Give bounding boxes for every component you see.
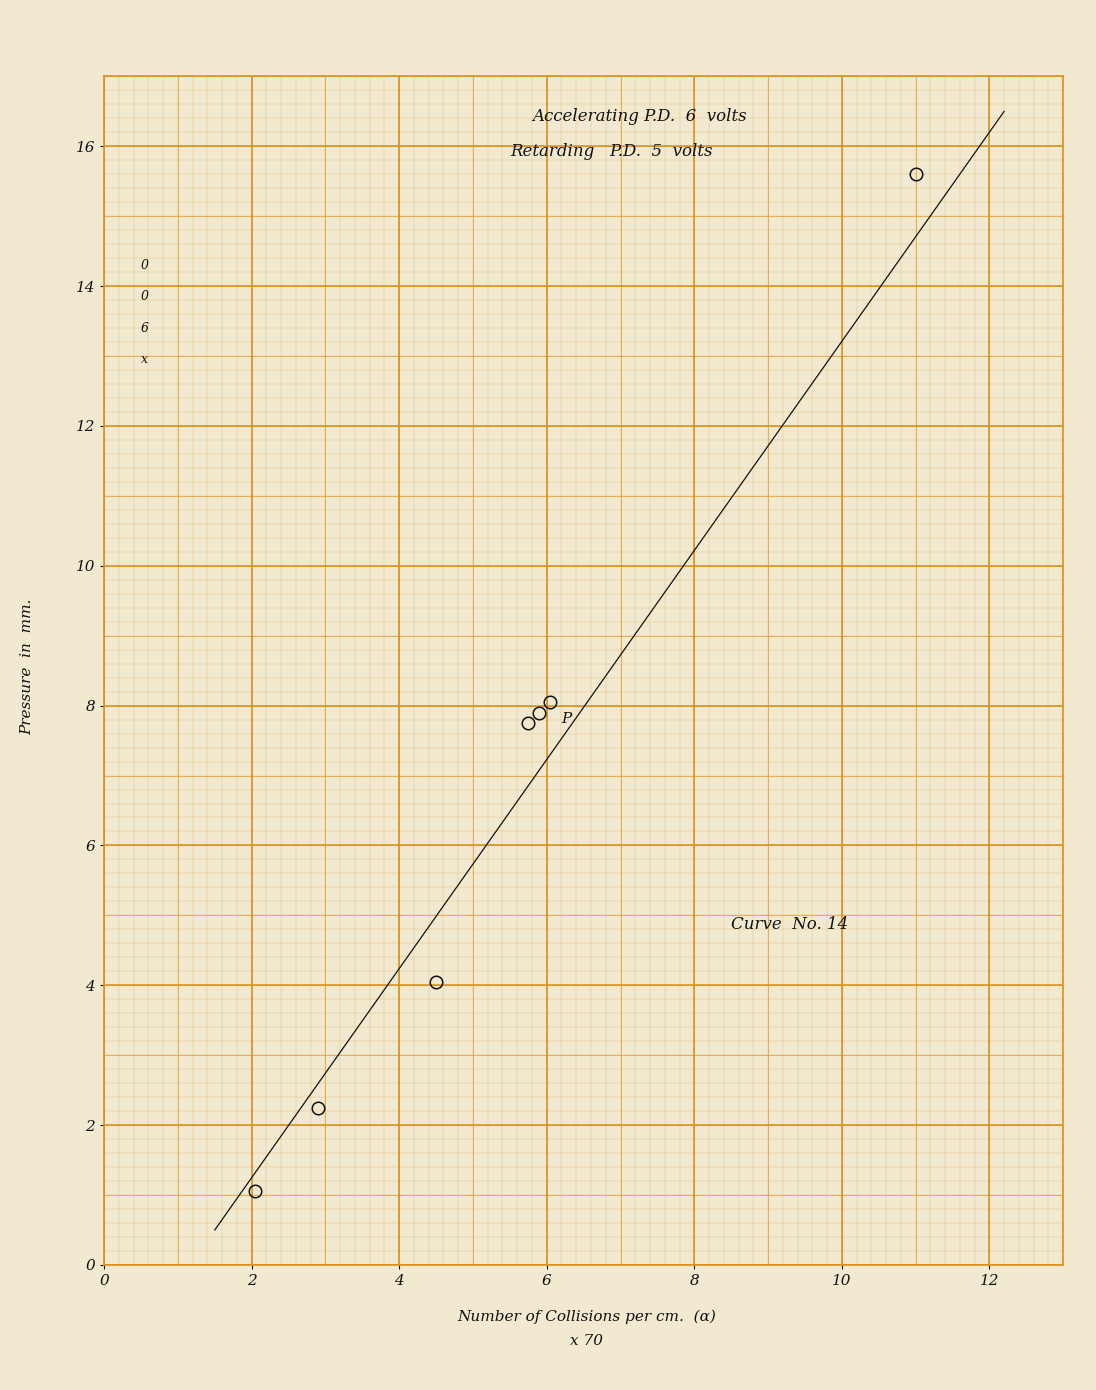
Text: Accelerating P.D.  6  volts: Accelerating P.D. 6 volts bbox=[532, 108, 746, 125]
Text: P: P bbox=[561, 712, 572, 726]
Text: x 70: x 70 bbox=[570, 1334, 603, 1348]
Text: Retarding   P.D.  5  volts: Retarding P.D. 5 volts bbox=[510, 143, 712, 160]
Text: Number of Collisions per cm.  (α): Number of Collisions per cm. (α) bbox=[457, 1309, 716, 1323]
Text: 0: 0 bbox=[140, 259, 149, 271]
Text: x: x bbox=[141, 353, 148, 366]
Text: Pressure  in  mm.: Pressure in mm. bbox=[21, 599, 34, 735]
Text: Curve  No. 14: Curve No. 14 bbox=[731, 916, 848, 933]
Text: 0: 0 bbox=[140, 291, 149, 303]
Text: 6: 6 bbox=[140, 321, 149, 335]
